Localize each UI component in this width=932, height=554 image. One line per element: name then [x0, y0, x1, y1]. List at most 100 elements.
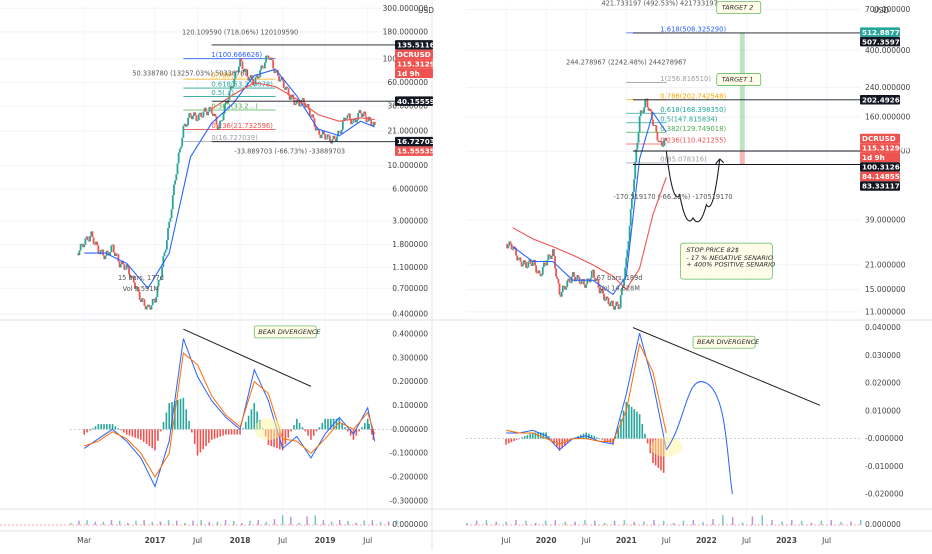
candle-bar — [132, 275, 135, 283]
histogram-bar — [145, 429, 148, 444]
candle-bar — [95, 241, 97, 245]
candle-bar — [117, 254, 120, 262]
candle-bar — [588, 279, 591, 283]
measure-annotation: 244.278967 (2242.48%) 244278967 — [566, 58, 686, 66]
candle-bar — [528, 259, 531, 262]
candle-bar — [333, 135, 336, 139]
macd-oscillator[interactable]: 0.400000 0.300000 0.200000 0.100000 0.000000… — [70, 325, 428, 505]
candle-bar — [534, 259, 536, 266]
candle-bar — [160, 276, 162, 280]
candle-bar — [640, 110, 643, 112]
candle-bar — [129, 274, 132, 279]
candle-bar — [102, 249, 104, 256]
candle-bar — [314, 126, 317, 131]
volume-bar — [564, 521, 566, 525]
candle-bar — [620, 287, 623, 296]
time-tick-label: Jul — [277, 536, 287, 545]
candle-bar — [630, 198, 633, 209]
histogram-bar — [324, 418, 326, 430]
fib-level-label: 0.236(110.421255) — [660, 137, 726, 145]
candle-bar — [347, 113, 350, 116]
candle-bar — [184, 123, 187, 127]
candle-bar — [216, 124, 219, 130]
candle-bar — [634, 161, 637, 180]
candle-bar — [532, 259, 535, 262]
volume-bar — [860, 520, 862, 525]
candle-bar — [207, 111, 210, 116]
candle-bar — [341, 121, 344, 130]
volume-bar — [702, 521, 704, 525]
histogram-bar — [284, 429, 287, 444]
ma_blue-line — [84, 68, 375, 290]
histogram-bar — [649, 438, 652, 454]
candle-bar — [168, 221, 171, 228]
candle-bar — [234, 71, 237, 79]
candle-bar — [124, 268, 127, 270]
volume-bar — [781, 521, 783, 525]
candle-bar — [111, 244, 114, 246]
candle-bar — [566, 280, 569, 288]
price-tag-label: 84.148558 — [862, 172, 905, 181]
candle-bar — [628, 225, 631, 242]
candle-bar — [116, 253, 119, 255]
price-tag-label: 1d 9h — [397, 69, 420, 78]
histogram-bar — [205, 429, 207, 447]
candle-bar — [232, 86, 234, 88]
price-tick-label: 39.000000 — [865, 215, 906, 224]
candle-bar — [297, 100, 299, 102]
left-chart-panel[interactable]: 300.000000180.000000100.00000060.0000003… — [0, 4, 445, 545]
candle-bar — [506, 243, 509, 249]
candle-bar — [142, 298, 145, 300]
right-chart-panel[interactable]: 700.000000 400.000000 240.000000 160.000000… — [466, 0, 911, 545]
candle-bar — [222, 113, 225, 121]
candle-bar — [619, 295, 622, 308]
candle-bar — [208, 106, 211, 112]
candle-bar — [119, 264, 122, 268]
histogram-bar — [518, 438, 521, 440]
candle-bar — [260, 65, 263, 71]
histogram-bar — [598, 438, 601, 440]
candle-bar — [158, 279, 161, 281]
volume-bar — [371, 520, 374, 525]
macd-oscillator[interactable]: 0.040000 0.030000 0.020000 0.010000 -0.00000… — [466, 323, 904, 499]
histogram-bar — [199, 429, 202, 453]
volume-bar — [363, 520, 365, 525]
candle-bar — [612, 300, 614, 307]
histogram-bar — [123, 429, 125, 433]
candle-bar — [239, 57, 241, 67]
candle-bar — [214, 113, 217, 117]
divergence-trendline — [183, 328, 312, 387]
candle-bar — [564, 286, 566, 290]
histogram-bar — [507, 438, 510, 444]
candle-bar — [515, 248, 517, 256]
histogram-bar — [548, 436, 550, 439]
histogram-bar — [521, 437, 523, 439]
fib-retracement[interactable]: 1.618(508.325290) 1(256.816510) 0.786(202.… — [626, 25, 726, 163]
candle-bar — [171, 195, 174, 210]
fib-retracement[interactable]: 1(100.666626)0.786(...)0.618(53.320078)0… — [183, 51, 276, 142]
candle-bar — [152, 298, 155, 300]
candle-bar — [84, 238, 87, 245]
histogram-bar — [94, 426, 97, 430]
candle-bar — [591, 269, 594, 271]
candle-bar — [537, 270, 540, 274]
oscillator-tick-label: 0.200000 — [392, 377, 428, 386]
histogram-bar — [213, 429, 216, 439]
candle-bar — [143, 299, 146, 306]
time-tick-label: 2019 — [315, 536, 336, 545]
histogram-bar — [86, 429, 88, 433]
histogram-bar — [620, 419, 622, 439]
volume-bar — [200, 520, 202, 525]
candle-bar — [80, 243, 83, 245]
candle-bar — [625, 257, 628, 268]
histogram-bar — [89, 429, 91, 431]
candle-bar — [206, 111, 208, 116]
candle-bar — [110, 245, 113, 253]
histogram-bar — [100, 424, 102, 430]
price-tick-label: 6.000000 — [392, 185, 428, 194]
candle-bar — [194, 112, 197, 116]
candle-bar — [298, 101, 301, 106]
candle-bar — [197, 113, 200, 121]
candle-bar — [173, 184, 175, 196]
